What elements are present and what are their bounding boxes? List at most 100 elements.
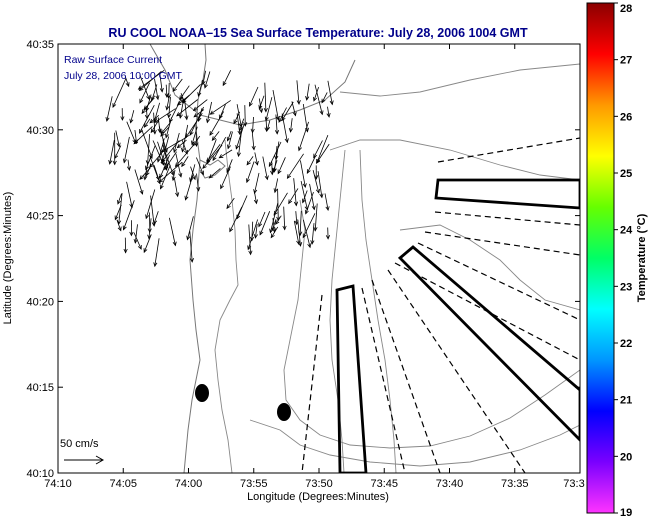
current-vector xyxy=(300,160,307,189)
current-vector xyxy=(249,86,259,107)
colorbar-tick-label: 26 xyxy=(620,111,632,123)
isobath-south xyxy=(249,419,580,467)
current-vector xyxy=(139,82,150,104)
current-vector xyxy=(208,168,221,179)
current-vector xyxy=(302,190,308,204)
current-vector xyxy=(246,156,254,166)
current-vector xyxy=(248,224,253,256)
current-vector xyxy=(262,156,269,181)
current-vector xyxy=(138,70,162,92)
current-vector xyxy=(206,101,212,124)
dashed-line xyxy=(437,137,580,163)
current-vector xyxy=(324,193,330,212)
current-vector xyxy=(288,118,293,133)
current-vector xyxy=(293,220,301,246)
current-vector xyxy=(259,211,271,236)
survey-box-north xyxy=(434,178,580,210)
current-vector xyxy=(243,105,248,127)
x-tick-label: 73:55 xyxy=(240,478,268,490)
current-vector xyxy=(117,193,122,205)
current-vector xyxy=(274,114,280,135)
map-layers xyxy=(105,44,580,473)
current-vector xyxy=(258,98,264,114)
current-vector xyxy=(192,99,208,112)
survey-box-diagonal xyxy=(397,245,580,442)
current-vector xyxy=(313,86,319,102)
x-tick-label: 73:45 xyxy=(370,478,398,490)
current-vector xyxy=(141,129,153,159)
current-vector xyxy=(253,172,260,195)
current-vector xyxy=(278,107,287,123)
current-vector xyxy=(159,164,171,190)
current-vector xyxy=(139,105,155,134)
current-vector xyxy=(325,227,331,240)
survey-box-channel xyxy=(335,284,368,473)
current-vector xyxy=(124,76,130,88)
scale-arrow-icon xyxy=(64,455,105,465)
current-vector xyxy=(310,223,315,245)
scale-label: 50 cm/s xyxy=(60,438,99,450)
current-vector xyxy=(120,108,125,121)
current-vector xyxy=(281,113,289,144)
current-vector xyxy=(313,203,318,232)
current-vector xyxy=(227,131,233,150)
current-label: Raw Surface Current xyxy=(64,54,162,66)
current-vector xyxy=(173,132,180,154)
current-vector xyxy=(184,100,189,121)
current-vector xyxy=(300,181,309,211)
current-vector xyxy=(253,193,258,205)
current-vector xyxy=(270,161,275,176)
current-vector xyxy=(133,126,153,145)
current-vector xyxy=(196,157,204,176)
x-axis: 74:10 74:05 74:00 73:55 73:50 73:45 73:40 73:35… xyxy=(44,44,585,490)
current-vector xyxy=(281,101,294,122)
x-tick-label: 73:50 xyxy=(305,478,333,490)
y-axis-title: Latitude (Degrees:Minutes) xyxy=(2,192,14,325)
y-tick-label: 40:25 xyxy=(26,211,54,223)
current-vector xyxy=(314,84,324,116)
x-tick-label: 74:05 xyxy=(109,478,137,490)
current-vector xyxy=(197,79,204,98)
y-tick-label: 40:10 xyxy=(26,468,54,480)
current-vector xyxy=(226,130,232,142)
current-vector xyxy=(270,226,279,239)
current-vector xyxy=(282,206,287,231)
current-vector xyxy=(209,100,231,115)
isobath-channel-west xyxy=(329,149,346,473)
buoy-marker xyxy=(277,403,291,421)
colorbar-tick-label: 19 xyxy=(620,507,632,518)
current-vector xyxy=(133,232,142,250)
isobath-deep xyxy=(399,224,580,311)
current-vector xyxy=(139,74,150,101)
current-vector xyxy=(161,140,180,163)
current-vector xyxy=(172,78,183,92)
current-vector xyxy=(206,139,217,165)
current-vectors xyxy=(105,69,334,268)
current-vector xyxy=(174,145,194,168)
current-vector xyxy=(258,211,266,228)
current-vector xyxy=(305,83,310,101)
current-vector xyxy=(179,85,190,101)
current-vector xyxy=(291,101,297,117)
dashed-line xyxy=(387,269,526,473)
colorbar-title: Temperature (°C) xyxy=(636,213,648,302)
current-vector xyxy=(277,157,286,175)
map-title: RU COOL NOAA–15 Sea Surface Temperature:… xyxy=(108,26,528,40)
current-vector xyxy=(145,189,156,220)
current-vector xyxy=(143,118,151,128)
current-vector xyxy=(186,216,194,241)
dashed-line xyxy=(371,279,441,473)
current-vector xyxy=(264,97,273,122)
bay-shore-upper xyxy=(149,44,356,126)
current-vector xyxy=(271,219,277,232)
colorbar-tick-label: 22 xyxy=(620,338,632,350)
current-vector xyxy=(296,80,301,105)
current-vector xyxy=(153,238,160,268)
current-vector xyxy=(105,96,113,122)
colorbar-tick-label: 23 xyxy=(620,281,632,293)
current-vector xyxy=(164,84,169,99)
current-vector xyxy=(196,173,201,192)
isobath-outer xyxy=(329,139,580,181)
current-vector xyxy=(171,169,176,182)
current-vector xyxy=(251,132,256,151)
